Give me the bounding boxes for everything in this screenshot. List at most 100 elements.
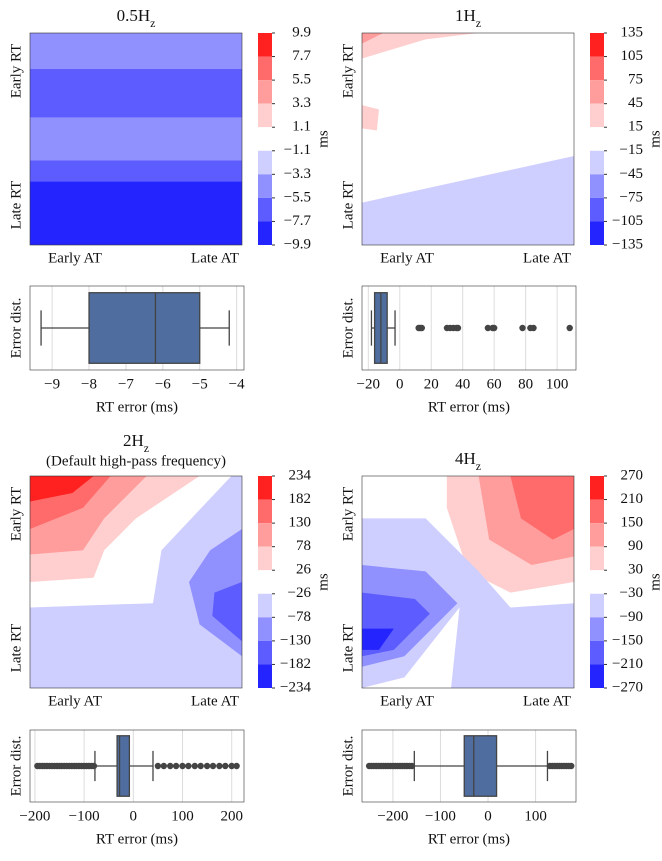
colorbar-tick-label: −182 — [280, 656, 311, 672]
x-label: Early AT — [48, 693, 102, 709]
colorbar-band — [258, 221, 272, 245]
colorbar-tick-label: 90 — [628, 538, 643, 554]
colorbar-band — [590, 546, 604, 571]
contour-region — [362, 628, 394, 650]
y-label: Late RT — [8, 624, 24, 673]
colorbar-band — [590, 664, 604, 688]
x-tick-label: −4 — [229, 376, 245, 392]
colorbar-band — [590, 197, 604, 222]
colorbar-band — [258, 523, 272, 547]
contour-region — [362, 155, 574, 245]
colorbar-tick-label: 45 — [628, 95, 643, 111]
colorbar-tick-label: −90 — [620, 609, 643, 625]
contour-region — [30, 476, 94, 502]
y-label: Late RT — [340, 624, 356, 673]
map-frame — [361, 475, 575, 689]
title-main: 2H — [123, 431, 144, 450]
title-main: 4H — [455, 449, 476, 468]
outlier — [568, 762, 575, 770]
outlier — [191, 762, 199, 770]
title-sub: z — [476, 459, 481, 473]
x-tick-label: 0 — [396, 376, 404, 392]
x-tick-label: −7 — [118, 376, 134, 392]
panel-title: 4Hz — [455, 449, 481, 473]
colorbar-tick-label: 5.5 — [292, 72, 311, 88]
x-label: Late AT — [191, 693, 239, 709]
colorbar-band — [590, 33, 604, 57]
colorbar-tick-label: −3.3 — [284, 166, 311, 182]
colorbar-band — [590, 593, 604, 618]
contour-region — [362, 33, 384, 44]
y-axis-label: Error dist. — [8, 298, 24, 359]
x-tick-label: 20 — [424, 376, 439, 392]
outlier — [216, 762, 223, 770]
colorbar-tick-label: −30 — [620, 585, 643, 601]
y-axis-label: Error dist. — [340, 736, 356, 797]
colorbar-band — [590, 617, 604, 641]
plot-frame — [361, 729, 577, 803]
colorbar-band — [258, 593, 272, 618]
colorbar-band — [258, 570, 272, 594]
plot-frame — [361, 285, 577, 371]
x-label: Late AT — [191, 250, 239, 266]
x-tick-label: −20 — [357, 376, 380, 392]
x-tick-label: 80 — [518, 376, 533, 392]
x-tick-label: −9 — [44, 376, 60, 392]
outlier — [408, 762, 416, 770]
colorbar-band — [590, 127, 604, 151]
colorbar-tick-label: 270 — [621, 467, 644, 483]
x-tick-label: −100 — [69, 808, 100, 824]
colorbar-band — [258, 33, 272, 57]
outlier — [185, 762, 192, 770]
colorbar-label: ms — [315, 573, 331, 591]
x-tick-label: 0 — [484, 808, 492, 824]
x-tick-label: −100 — [425, 808, 456, 824]
y-label: Early RT — [340, 44, 356, 99]
x-tick-label: 100 — [546, 376, 569, 392]
colorbar-tick-label: 210 — [621, 491, 644, 507]
y-label: Late RT — [340, 181, 356, 230]
colorbar-band — [258, 174, 272, 198]
outlier — [530, 324, 537, 332]
colorbar-tick-label: 75 — [628, 72, 643, 88]
x-tick-label: 0 — [130, 808, 138, 824]
y-label: Early RT — [8, 487, 24, 542]
outlier — [154, 762, 162, 770]
panel-subtitle: (Default high-pass frequency) — [46, 453, 226, 469]
colorbar-band — [258, 664, 272, 688]
outlier — [454, 324, 462, 332]
x-label: Late AT — [523, 250, 571, 266]
colorbar-band — [258, 640, 272, 665]
colorbar-band — [258, 127, 272, 151]
colorbar-tick-label: −78 — [288, 609, 311, 625]
contour-region — [30, 476, 242, 688]
outlier — [167, 762, 174, 770]
colorbar-tick-label: −210 — [612, 656, 643, 672]
box — [463, 735, 498, 797]
map-frame — [361, 32, 575, 246]
colorbar-tick-label: −270 — [612, 679, 643, 695]
colorbar-band — [590, 221, 604, 245]
colorbar-band — [590, 476, 604, 500]
plot-frame — [29, 285, 245, 371]
x-tick-label: −200 — [377, 808, 408, 824]
colorbar-tick-label: 15 — [628, 119, 643, 135]
colorbar-band — [590, 150, 604, 175]
colorbar-band — [258, 476, 272, 500]
contour-region — [30, 181, 242, 245]
title-sub: z — [150, 16, 155, 30]
colorbar-tick-label: −130 — [280, 632, 311, 648]
map-frame — [29, 475, 243, 689]
title-main: 0.5H — [117, 6, 151, 25]
colorbar-band — [590, 103, 604, 128]
y-axis-label: Error dist. — [340, 298, 356, 359]
x-axis-label: RT error (ms) — [428, 399, 510, 415]
colorbar-label: ms — [647, 573, 662, 591]
x-tick-label: 60 — [487, 376, 502, 392]
colorbar-band — [590, 56, 604, 81]
outlier — [203, 762, 211, 770]
contour-region — [362, 105, 379, 131]
colorbar-tick-label: −105 — [612, 213, 643, 229]
colorbar-tick-label: 9.9 — [292, 24, 311, 40]
